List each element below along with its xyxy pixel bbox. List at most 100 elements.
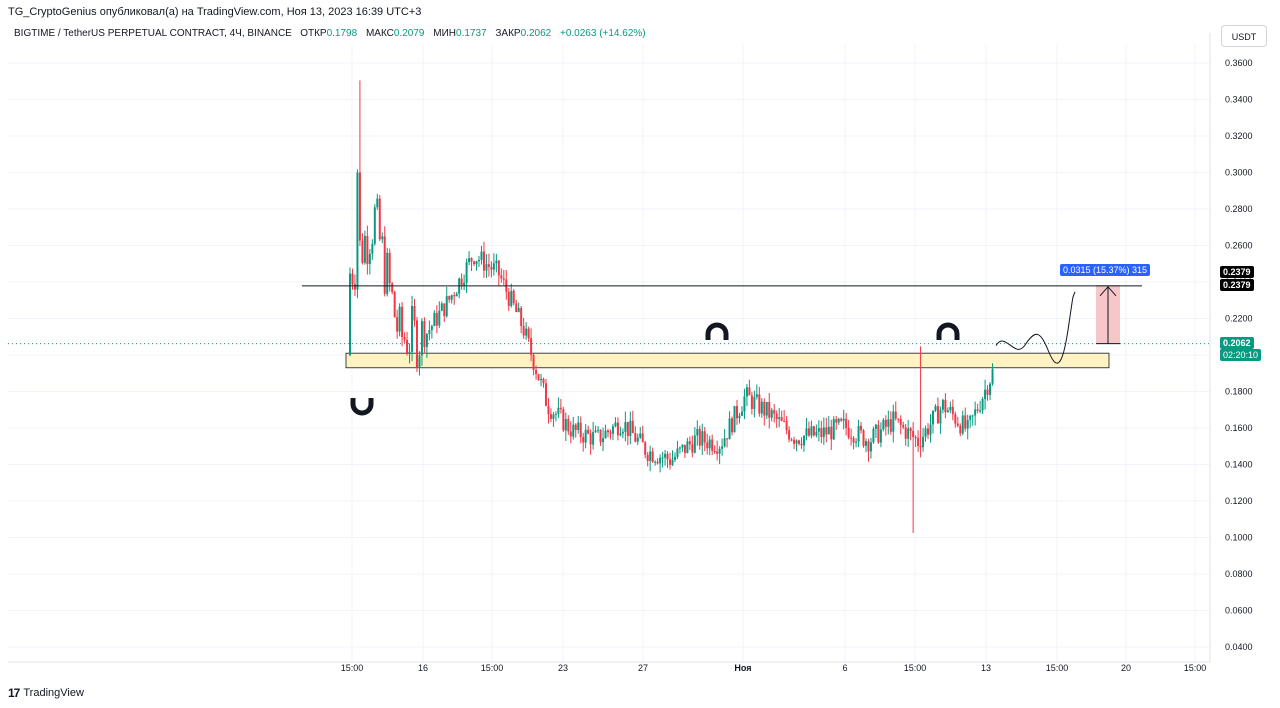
candle-body [383,236,386,294]
candle-body [775,413,778,420]
candle-body [862,430,865,446]
publisher-line: TG_CryptoGenius опубликовал(а) на Tradin… [8,6,422,18]
candle-body [450,295,453,300]
candle-body [577,422,580,430]
candle-body [817,428,820,432]
candle-body [676,448,679,457]
currency-button[interactable]: USDT [1221,25,1267,47]
candle-body [614,422,617,427]
candle-body [378,198,381,240]
price-tick-label: 0.1400 [1225,460,1253,470]
candle-body [634,433,637,442]
price-axis[interactable]: 0.0400 0.0600 0.0800 0.1000 0.1200 0.1400 0.16… [1209,33,1253,662]
price-tick-label: 0.1000 [1225,533,1253,543]
candle-body [589,433,592,445]
low-value: 0.1737 [456,28,487,39]
candle-body [666,453,669,460]
candle-body [358,172,361,241]
candle-body [745,387,748,397]
candle-body [763,401,766,416]
candle-body [616,422,619,436]
candle-body [619,433,622,436]
candle-body [406,339,409,355]
candle-body [448,296,451,300]
candle-body [865,441,867,446]
countdown-tag: 02:20:10 [1220,348,1262,361]
candle-body [956,423,959,426]
price-tick-label: 0.2800 [1225,204,1253,214]
candle-body [969,415,972,420]
price-tick-label: 0.0800 [1225,569,1253,579]
time-tick-label: 16 [418,663,428,673]
candle-body [703,431,706,443]
close-label: ЗАКР [495,28,521,39]
time-axis[interactable]: 15:00 16 15:00 23 27 Ноя 6 15:00 13 15:00 20 15:00 [8,661,1210,673]
candle-body [981,399,984,411]
tradingview-logo-icon: 17 [8,686,20,700]
candle-body [842,418,845,421]
candle-body [547,405,550,415]
candle-body [927,428,930,435]
candle-body [654,461,657,463]
candle-body [631,420,634,434]
candle-body [356,172,359,290]
candle-body [678,447,681,449]
candle-body [805,428,808,436]
candle-body [398,306,401,332]
candle-body [366,235,369,264]
open-value: 0.1798 [326,28,358,39]
candle-body [671,459,674,465]
candle-body [825,427,828,435]
candle-body [800,443,803,446]
candle-body [897,418,900,420]
candle-body [661,457,664,459]
candle-body [487,264,490,267]
candle-body [736,406,738,419]
grid [8,45,1210,662]
candle-body [463,282,466,286]
candle-body [587,429,590,434]
candle-body [567,419,570,432]
candle-body [845,418,848,428]
candle-body [760,401,763,414]
candle-body [500,275,503,279]
candle-body [440,303,443,311]
candle-body [639,433,642,438]
support-zone [345,352,1110,369]
candle-body [425,333,428,348]
candle-body [929,424,932,435]
candle-body [867,441,870,452]
candle-body [874,424,877,429]
symbol-name[interactable]: BIGTIME / TetherUS PERPETUAL CONTRACT, 4… [14,28,292,39]
candle-body [435,312,438,326]
candle-body [812,426,815,436]
candle-body [924,428,927,437]
candle-body [540,378,543,381]
measure-arrowhead [1099,286,1117,297]
close-value: 0.2062 [520,28,552,39]
candle-body [691,444,694,453]
candle-body [780,417,783,421]
candle-body [490,266,493,270]
footer-brand[interactable]: 17 TradingView [8,686,84,700]
candle-body [554,413,557,415]
candle-body [934,406,937,411]
candle-body [599,429,602,443]
candle-body [433,312,436,327]
candle-body [879,429,882,443]
candle-body [795,440,798,444]
candle-body [882,419,885,430]
candle-body [629,420,632,437]
time-tick-label: 6 [842,663,847,673]
candle-body [423,321,426,348]
candle-body [919,445,922,448]
price-tick-label: 0.3000 [1225,168,1253,178]
projected-path [995,291,1076,364]
candle-body [939,409,942,424]
candle-body [497,260,500,276]
candle-body [827,426,830,435]
candle-body [740,411,743,416]
candle-body [971,415,974,417]
candle-body [517,308,520,313]
